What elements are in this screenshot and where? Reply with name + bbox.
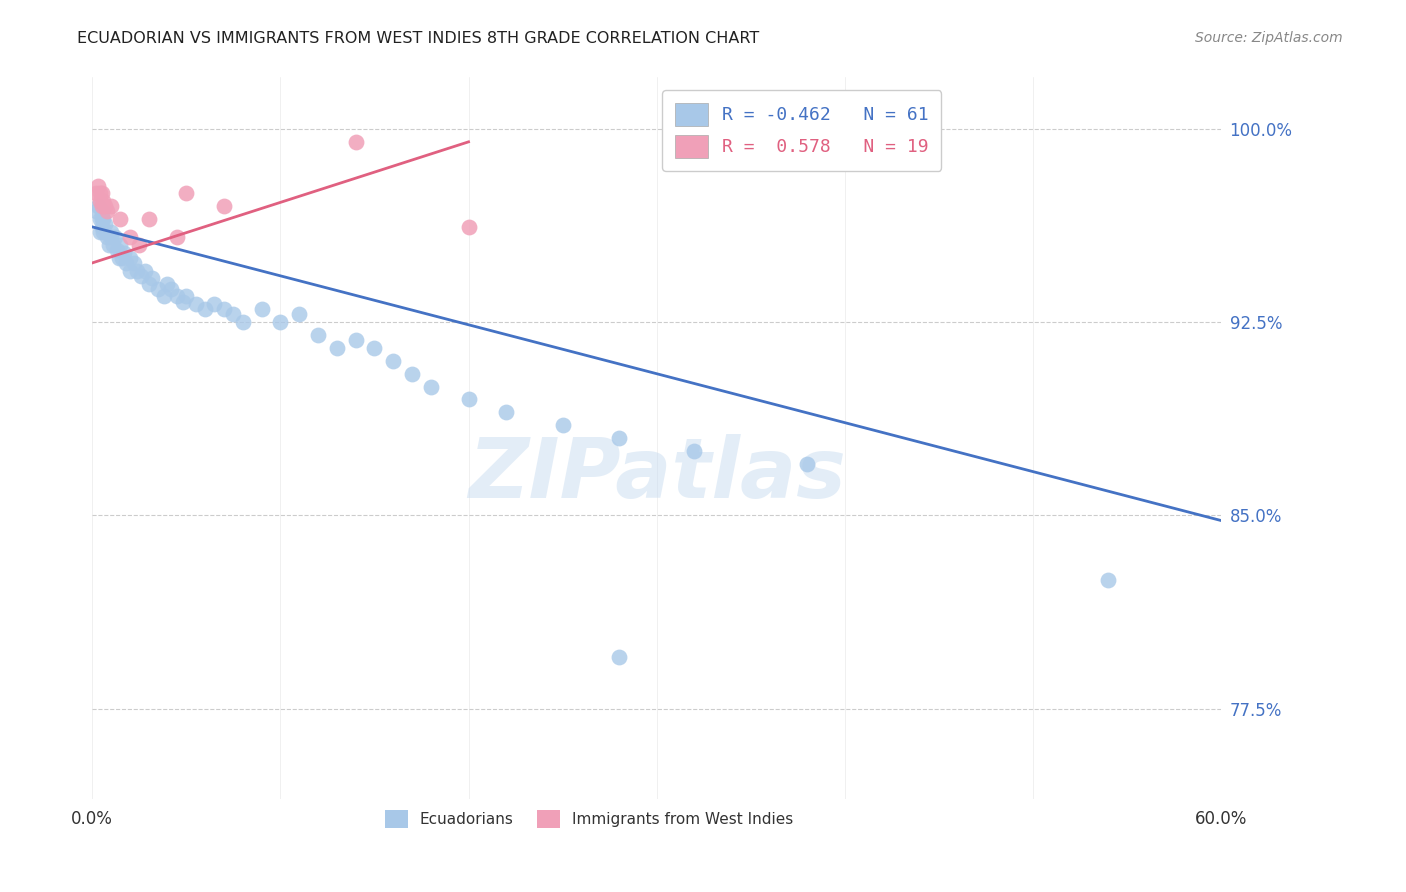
Point	[204, 297, 226, 311]
Point	[129, 268, 152, 283]
Point	[457, 392, 479, 407]
Point	[134, 263, 156, 277]
Point	[172, 294, 194, 309]
Point	[495, 405, 517, 419]
Point	[87, 199, 110, 213]
Point	[607, 431, 630, 445]
Point	[194, 302, 217, 317]
Point	[84, 186, 107, 201]
Point	[118, 263, 141, 277]
Point	[307, 328, 329, 343]
Text: Source: ZipAtlas.com: Source: ZipAtlas.com	[1195, 31, 1343, 45]
Point	[84, 204, 107, 219]
Point	[1097, 573, 1119, 587]
Point	[90, 212, 112, 227]
Point	[93, 194, 115, 208]
Point	[152, 289, 174, 303]
Point	[112, 245, 135, 260]
Point	[288, 308, 311, 322]
Point	[326, 341, 349, 355]
Point	[110, 238, 132, 252]
Point	[127, 263, 149, 277]
Legend: Ecuadorians, Immigrants from West Indies: Ecuadorians, Immigrants from West Indies	[378, 804, 799, 835]
Text: ZIPatlas: ZIPatlas	[468, 434, 845, 515]
Point	[94, 217, 117, 231]
Point	[118, 251, 141, 265]
Point	[141, 271, 163, 285]
Point	[118, 230, 141, 244]
Point	[107, 251, 129, 265]
Point	[166, 230, 188, 244]
Point	[250, 302, 273, 317]
Point	[115, 256, 138, 270]
Point	[89, 186, 111, 201]
Point	[90, 204, 112, 219]
Point	[212, 199, 235, 213]
Point	[166, 289, 188, 303]
Point	[222, 308, 245, 322]
Point	[382, 354, 405, 368]
Point	[100, 225, 122, 239]
Point	[401, 367, 423, 381]
Point	[96, 204, 118, 219]
Point	[89, 212, 111, 227]
Point	[96, 230, 118, 244]
Point	[232, 315, 254, 329]
Point	[551, 418, 574, 433]
Point	[94, 199, 117, 213]
Point	[90, 219, 112, 234]
Point	[104, 230, 127, 244]
Point	[89, 194, 111, 208]
Point	[122, 256, 145, 270]
Point	[98, 238, 121, 252]
Point	[156, 277, 179, 291]
Point	[344, 135, 367, 149]
Point	[105, 243, 128, 257]
Point	[100, 230, 122, 244]
Point	[111, 251, 134, 265]
Point	[344, 333, 367, 347]
Point	[683, 444, 706, 458]
Point	[138, 277, 160, 291]
Point	[93, 212, 115, 227]
Point	[90, 186, 112, 201]
Point	[184, 297, 207, 311]
Point	[100, 199, 122, 213]
Point	[101, 238, 124, 252]
Point	[212, 302, 235, 317]
Point	[138, 212, 160, 227]
Text: ECUADORIAN VS IMMIGRANTS FROM WEST INDIES 8TH GRADE CORRELATION CHART: ECUADORIAN VS IMMIGRANTS FROM WEST INDIE…	[77, 31, 759, 46]
Point	[174, 186, 197, 201]
Point	[87, 178, 110, 193]
Point	[607, 650, 630, 665]
Point	[457, 219, 479, 234]
Point	[90, 199, 112, 213]
Point	[174, 289, 197, 303]
Point	[128, 238, 150, 252]
Point	[363, 341, 385, 355]
Point	[146, 282, 169, 296]
Point	[160, 282, 183, 296]
Point	[110, 212, 132, 227]
Point	[419, 379, 441, 393]
Point	[93, 225, 115, 239]
Point	[269, 315, 291, 329]
Point	[796, 457, 818, 471]
Point	[89, 225, 111, 239]
